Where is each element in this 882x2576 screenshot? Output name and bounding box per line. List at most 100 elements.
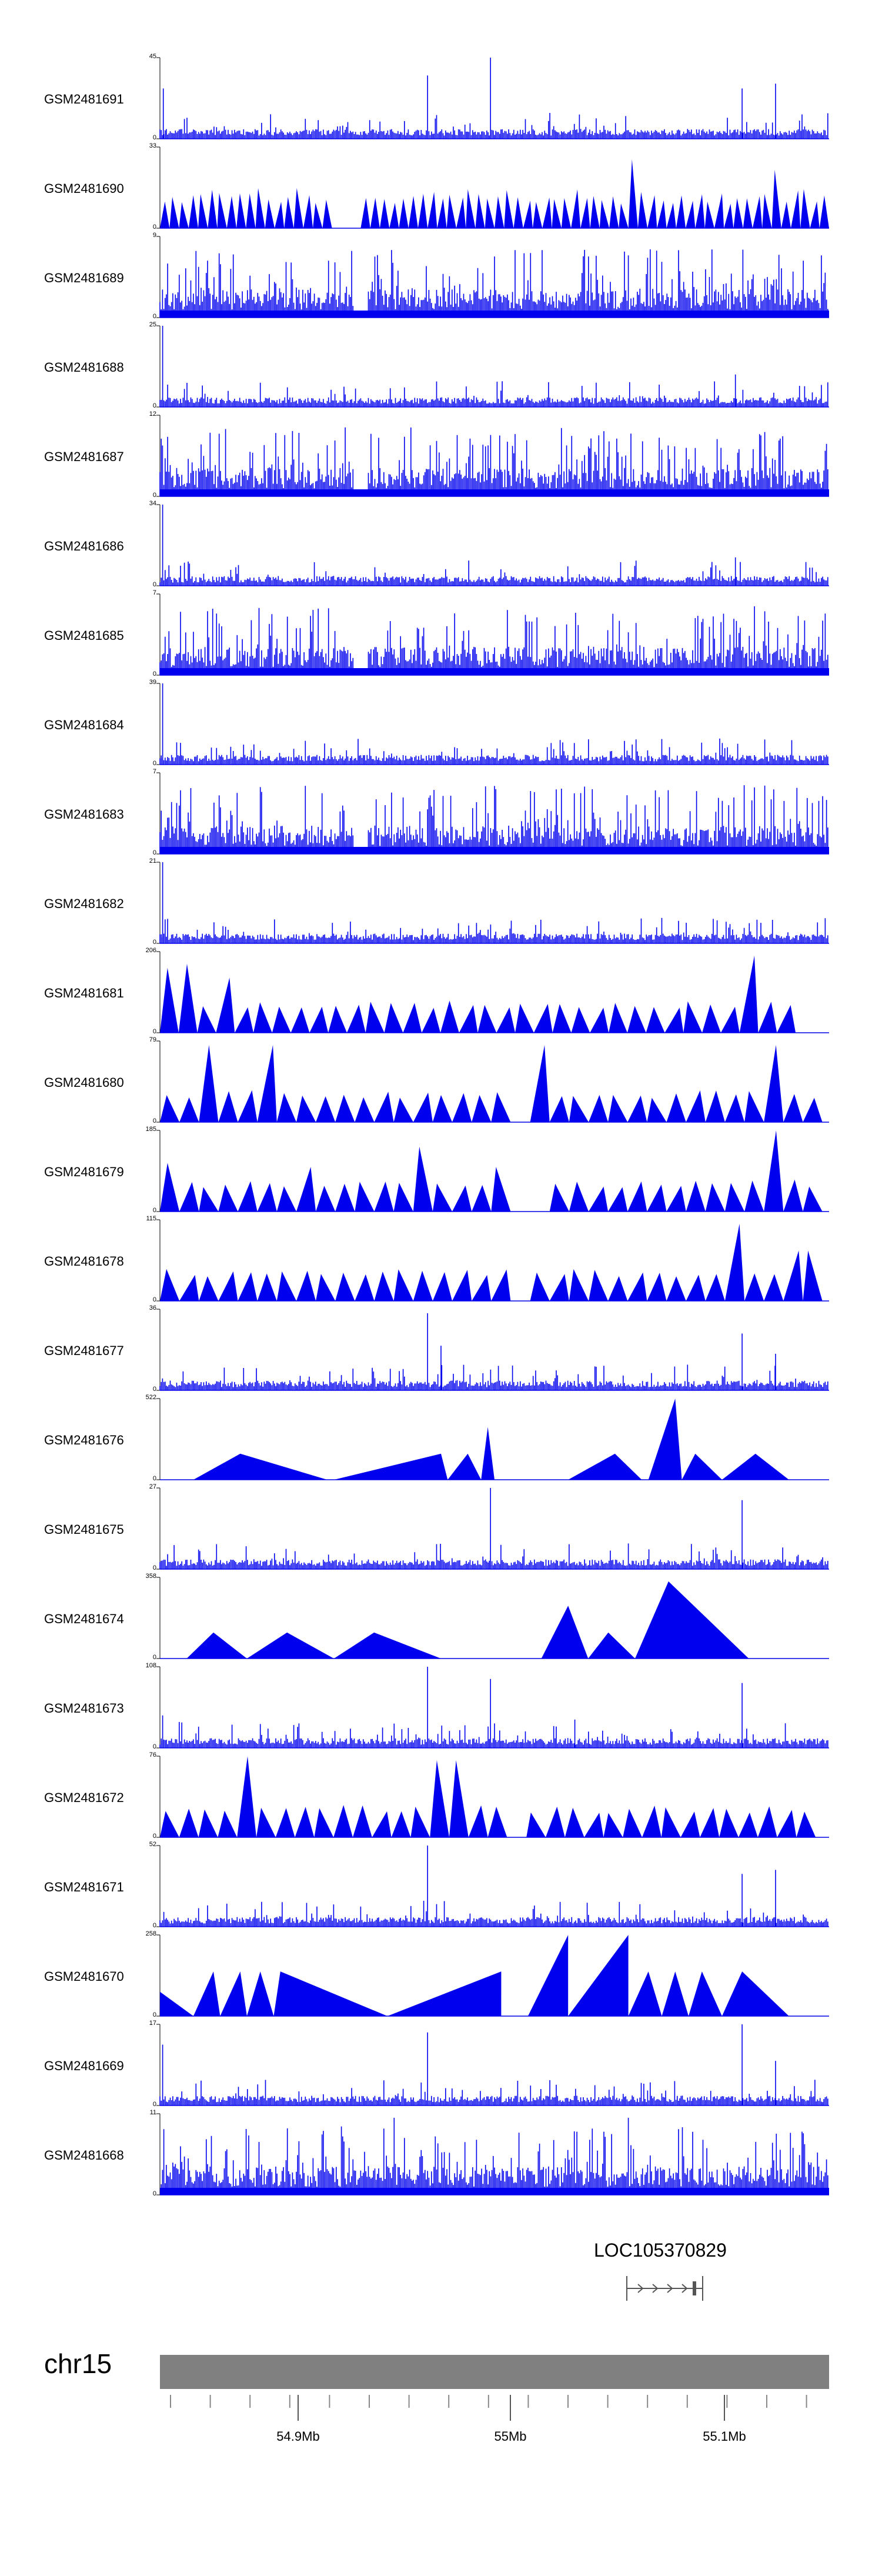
signal-bars	[159, 1488, 828, 1569]
track-label: GSM2481679	[44, 1164, 124, 1179]
signal-peak	[452, 1093, 472, 1122]
signal-track	[156, 2024, 829, 2106]
signal-peak	[257, 1183, 277, 1212]
y-axis-min-label: 0	[152, 2190, 156, 2197]
signal-peak	[393, 1269, 413, 1301]
signal-peak	[355, 1182, 375, 1212]
signal-peak	[238, 1090, 258, 1122]
y-axis-min-label: 0	[152, 1743, 156, 1750]
signal-peak	[771, 169, 781, 228]
signal-peak	[256, 1807, 276, 1837]
signal-peak	[676, 195, 686, 228]
signal-peak	[160, 201, 170, 228]
y-axis-max-label: 25	[149, 321, 156, 328]
signal-peak	[569, 1096, 589, 1122]
signal-peak	[664, 1007, 684, 1033]
signal-track	[156, 1130, 829, 1212]
y-axis-line	[156, 1577, 161, 1659]
signal-track	[156, 951, 829, 1033]
y-axis-line	[156, 236, 161, 318]
signal-peak	[623, 1808, 642, 1837]
signal-bars	[159, 326, 828, 407]
signal-peak	[681, 1453, 722, 1480]
signal-peak	[179, 202, 189, 228]
signal-bars	[159, 249, 828, 318]
y-axis-line	[156, 1309, 161, 1391]
track-label: GSM2481689	[44, 271, 124, 285]
signal-peak	[662, 1971, 689, 2016]
y-axis-max-label: 7	[152, 768, 156, 775]
track-label: GSM2481671	[44, 1880, 124, 1894]
signal-peak	[491, 1269, 511, 1301]
track-label: GSM2481682	[44, 896, 124, 911]
track-label: GSM2481685	[44, 628, 124, 643]
signal-peak	[472, 1095, 492, 1122]
y-axis-min-label: 0	[152, 1117, 156, 1125]
signal-peak	[647, 1184, 667, 1212]
signal-peak	[702, 1005, 721, 1033]
y-axis-max-label: 21	[149, 857, 156, 865]
signal-bars	[159, 505, 828, 586]
signal-peak	[758, 1002, 777, 1033]
signal-peak	[422, 1007, 440, 1033]
track-label: GSM2481683	[44, 807, 124, 822]
y-axis-max-label: 7	[152, 589, 156, 596]
signal-peak	[372, 1811, 392, 1837]
y-axis-max-label: 33	[149, 142, 156, 149]
signal-peak	[720, 1006, 740, 1033]
track-label: GSM2481688	[44, 360, 124, 375]
signal-peak	[333, 1453, 448, 1480]
y-axis-line	[156, 1756, 161, 1838]
signal-peak	[628, 159, 638, 228]
signal-peak	[199, 1187, 219, 1212]
signal-peak	[724, 1094, 745, 1122]
signal-peak	[199, 1276, 219, 1301]
y-axis-min-label: 0	[152, 1296, 156, 1303]
signal-peak	[513, 197, 523, 228]
signal-peak	[275, 202, 285, 228]
signal-peak	[179, 1097, 199, 1122]
signal-peak	[216, 977, 235, 1033]
signal-peak	[700, 1808, 720, 1837]
signal-peak	[783, 1094, 803, 1122]
signal-track	[156, 325, 829, 408]
signal-peak	[752, 196, 763, 228]
signal-peak	[695, 194, 705, 228]
signal-peak	[217, 193, 227, 228]
signal-peak	[739, 1812, 758, 1837]
signal-peak	[689, 1971, 722, 2016]
signal-peak	[744, 1273, 764, 1301]
signal-peak	[609, 196, 619, 228]
signal-peak	[246, 193, 256, 228]
track-label: GSM2481675	[44, 1522, 124, 1537]
signal-peak	[257, 1045, 277, 1122]
signal-peak	[589, 1270, 609, 1301]
signal-peak	[452, 1185, 472, 1212]
signal-peak	[322, 199, 332, 228]
signal-peak	[744, 1091, 764, 1122]
signal-peak	[609, 1003, 627, 1033]
signal-peak	[238, 1181, 258, 1212]
track-label: GSM2481686	[44, 539, 124, 553]
signal-peak	[781, 201, 791, 228]
signal-peak	[328, 1006, 347, 1033]
signal-peak	[661, 1807, 681, 1837]
signal-peak	[552, 1004, 572, 1033]
signal-peak	[791, 190, 801, 228]
y-axis-line	[156, 951, 161, 1033]
y-axis-max-label: 9	[152, 232, 156, 239]
signal-peak	[714, 193, 724, 228]
signal-bars	[159, 1667, 828, 1748]
signal-peak	[608, 1095, 628, 1122]
track-label: GSM2481673	[44, 1701, 124, 1716]
signal-track	[156, 1934, 829, 2017]
signal-peak	[449, 1760, 469, 1837]
signal-peak	[208, 189, 218, 228]
signal-peak	[475, 194, 485, 228]
signal-peak	[335, 1095, 355, 1122]
y-axis-min-label: 0	[152, 939, 156, 946]
signal-peak	[541, 1606, 589, 1659]
signal-peak	[169, 196, 179, 228]
signal-peak	[355, 1274, 375, 1301]
y-axis-min-label: 0	[152, 223, 156, 231]
